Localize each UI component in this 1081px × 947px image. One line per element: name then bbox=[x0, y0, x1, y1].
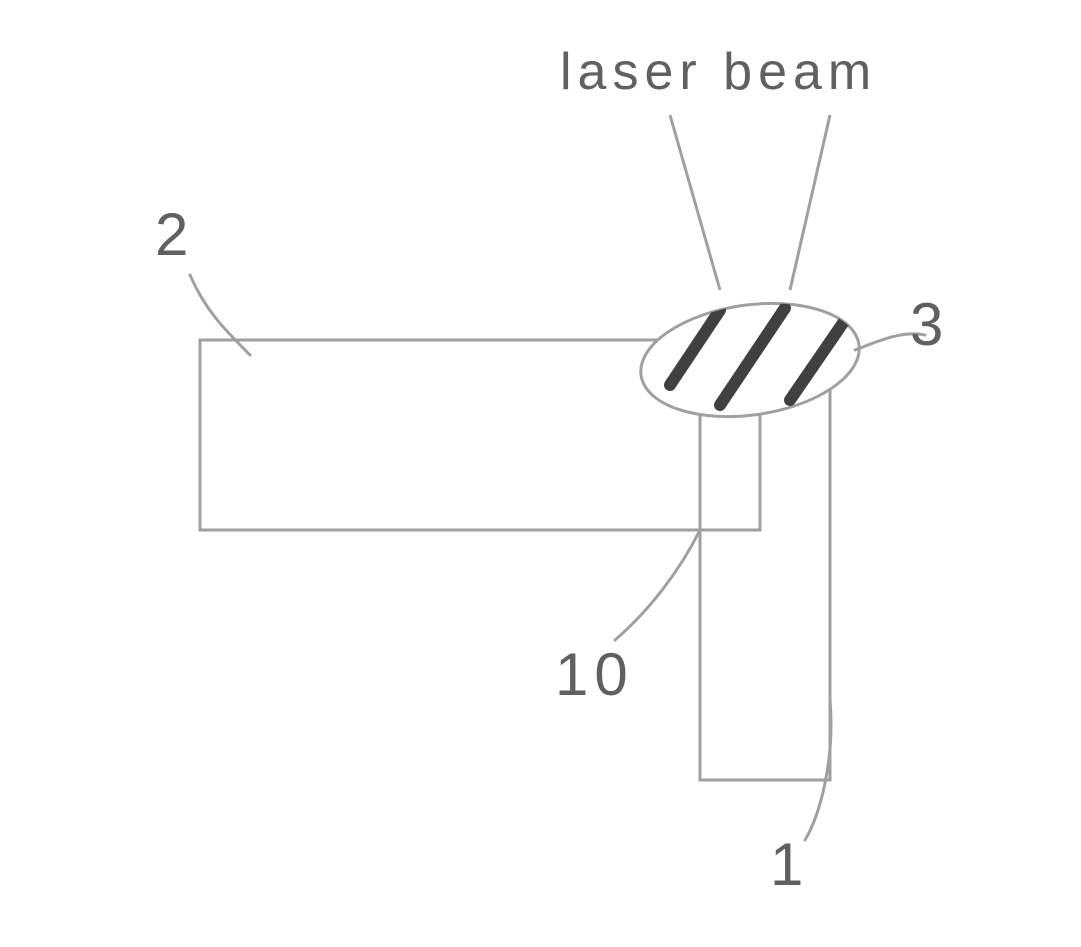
label-ref-1: 1 bbox=[770, 830, 809, 899]
diagram-canvas: laser beam 2 3 10 1 bbox=[0, 0, 1081, 942]
leader-10 bbox=[615, 530, 700, 640]
laser-ray-right bbox=[790, 115, 830, 290]
diagram-svg bbox=[0, 0, 1081, 942]
leader-1 bbox=[805, 700, 831, 840]
label-ref-2: 2 bbox=[155, 200, 194, 269]
laser-ray-left bbox=[670, 115, 720, 290]
label-laser-beam: laser beam bbox=[560, 42, 877, 102]
label-ref-3: 3 bbox=[910, 290, 949, 359]
label-ref-10: 10 bbox=[555, 640, 634, 709]
